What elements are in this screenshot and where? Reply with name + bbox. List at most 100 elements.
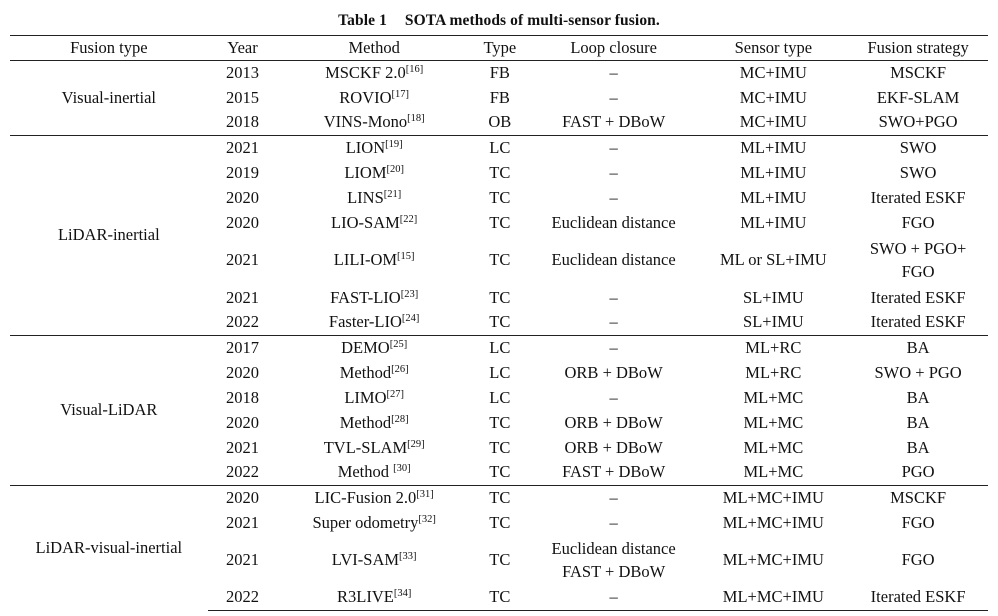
year-cell: 2018 <box>226 112 260 132</box>
method-cell: Method [30] <box>277 461 471 486</box>
group-lidar-inertial: LiDAR-inertial 2021 LION[19] LC – ML+IMU… <box>10 135 988 336</box>
reference-marker: [17] <box>391 88 410 100</box>
type-cell: OB <box>488 112 512 132</box>
sensor-type-cell: ML+IMU <box>698 135 849 161</box>
loop-closure-cell: ORB + DBoW <box>564 362 663 382</box>
sensor-type-cell: ML+MC <box>743 412 804 432</box>
sensor-type-cell: SL+IMU <box>743 312 804 332</box>
reference-marker: [26] <box>391 363 409 375</box>
method-name: LION <box>345 137 386 157</box>
loop-closure-cell: ORB + DBoW <box>564 412 663 432</box>
header-loop-closure: Loop closure <box>528 35 699 61</box>
method-cell: LVI-SAM[33] <box>277 536 471 586</box>
reference-marker: [18] <box>407 113 425 125</box>
method-name: LIMO <box>344 387 387 407</box>
fusion-strategy-cell: BA <box>906 412 930 432</box>
sensor-type-cell: ML+IMU <box>740 187 807 207</box>
table-row: 2015 ROVIO[17] FB – MC+IMU EKF-SLAM <box>10 86 988 111</box>
fusion-strategy-cell: BA <box>848 335 988 361</box>
loop-closure-line-1: Euclidean distance <box>551 539 676 559</box>
sensor-type-cell: ML+IMU <box>740 212 807 232</box>
method-name: DEMO <box>341 337 390 357</box>
fusion-strategy-cell: MSCKF <box>890 62 947 82</box>
fusion-strategy-cell: Iterated ESKF <box>870 287 966 307</box>
sensor-type-cell: ML+MC+IMU <box>722 550 824 570</box>
type-cell: TC <box>489 550 511 570</box>
fusion-strategy-cell: PGO <box>901 462 935 482</box>
loop-closure-cell: – <box>528 585 699 611</box>
type-cell: TC <box>489 312 511 332</box>
year-cell: 2020 <box>226 362 260 382</box>
table-row: 2018 VINS-Mono[18] OB FAST + DBoW MC+IMU… <box>10 111 988 136</box>
fusion-type-cell: Visual-inertial <box>61 87 156 107</box>
type-cell: FB <box>489 87 510 107</box>
loop-closure-cell: – <box>609 162 618 182</box>
year-cell: 2020 <box>226 187 260 207</box>
sensor-type-cell: ML+MC+IMU <box>698 485 849 511</box>
method-cell: LINS[21] <box>277 186 471 211</box>
method-name: LIO-SAM <box>331 212 400 232</box>
table-row: 2020 Method[26] LC ORB + DBoW ML+RC SWO … <box>10 361 988 386</box>
sensor-type-cell: SL+IMU <box>743 287 804 307</box>
loop-closure-cell: – <box>609 62 618 82</box>
table-title: SOTA methods of multi-sensor fusion. <box>404 12 660 29</box>
reference-marker: [19] <box>385 138 403 150</box>
loop-closure-cell: – <box>609 387 618 407</box>
table-row: LiDAR-inertial 2021 LION[19] LC – ML+IMU… <box>10 135 988 336</box>
method-name: R3LIVE <box>337 587 394 607</box>
reference-marker: [34] <box>393 588 412 600</box>
year-cell: 2020 <box>226 212 260 232</box>
method-cell: LILI-OM[15] <box>277 236 471 286</box>
sensor-type-cell: ML+MC <box>743 387 804 407</box>
fusion-strategy-line-1: SWO + PGO+ <box>869 239 967 259</box>
table-row: 2022 R3LIVE[34] TC – ML+MC+IMU Iterated … <box>10 585 988 611</box>
type-cell: TC <box>470 485 529 511</box>
loop-closure-cell: – <box>528 335 699 361</box>
year-cell: 2020 <box>226 412 260 432</box>
type-cell: TC <box>489 437 511 457</box>
type-cell: TC <box>489 462 511 482</box>
type-cell: LC <box>470 135 529 161</box>
type-cell: LC <box>489 387 511 407</box>
method-cell: LIOM[20] <box>277 161 471 186</box>
loop-closure-cell: – <box>609 187 618 207</box>
type-cell: TC <box>489 162 511 182</box>
reference-marker: [33] <box>399 551 417 563</box>
header-year: Year <box>207 35 278 61</box>
reference-marker: [20] <box>386 163 405 175</box>
type-cell: TC <box>489 212 511 232</box>
method-cell: LION[19] <box>277 135 471 161</box>
sensor-type-cell: MC+IMU <box>739 87 807 107</box>
year-cell: 2022 <box>226 312 260 332</box>
fusion-strategy-line-2: FGO <box>901 261 935 281</box>
year-cell: 2013 <box>226 62 260 82</box>
method-cell: Method[28] <box>277 411 471 436</box>
method-name: LIC-Fusion 2.0 <box>314 487 417 507</box>
year-cell: 2015 <box>226 87 260 107</box>
method-name: LINS <box>347 187 384 207</box>
year-cell: 2022 <box>207 585 278 611</box>
method-cell: LIMO[27] <box>277 386 471 411</box>
type-cell: TC <box>489 412 511 432</box>
header-sensor-type: Sensor type <box>698 35 849 61</box>
reference-marker: [31] <box>416 488 434 500</box>
method-name: LIOM <box>344 162 387 182</box>
reference-marker: [27] <box>386 388 405 400</box>
sensor-type-cell: ML or SL+IMU <box>719 250 827 270</box>
sensor-type-cell: ML+MC <box>743 437 804 457</box>
header-fusion-strategy: Fusion strategy <box>848 35 988 61</box>
method-name: ROVIO <box>339 87 392 107</box>
year-cell: 2021 <box>207 135 278 161</box>
sensor-type-cell: MC+IMU <box>739 112 807 132</box>
year-cell: 2021 <box>226 250 260 270</box>
type-cell: TC <box>489 512 511 532</box>
table-row: 2021 LILI-OM[15] TC Euclidean distance M… <box>10 236 988 286</box>
reference-marker: [15] <box>397 251 415 263</box>
loop-closure-cell: – <box>609 287 618 307</box>
method-name: Method <box>339 362 392 382</box>
fusion-strategy-cell: BA <box>906 387 930 407</box>
method-name: LILI-OM <box>333 250 398 270</box>
fusion-strategy-cell: Iterated ESKF <box>848 585 988 611</box>
loop-closure-cell: – <box>528 135 699 161</box>
type-cell: FB <box>489 62 510 82</box>
